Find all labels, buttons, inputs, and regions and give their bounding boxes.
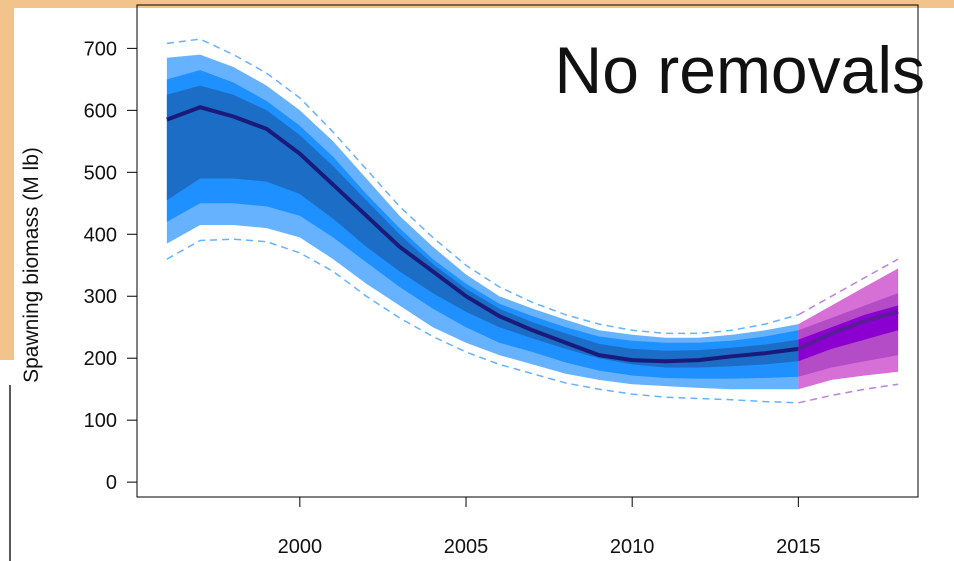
x-tick-label: 2005 xyxy=(444,536,489,558)
x-tick-label: 2000 xyxy=(278,536,323,558)
interval-band xyxy=(166,54,799,390)
y-tick-label: 300 xyxy=(84,286,117,308)
median-line xyxy=(166,105,799,364)
y-tick-label: 0 xyxy=(106,472,117,494)
plot: 0 100 200 300 400 500 600 700 2000 2005 2010 2015 xyxy=(84,4,919,558)
y-tick-label: 600 xyxy=(84,100,117,122)
x-tick-label: 2010 xyxy=(610,536,655,558)
x-tick-label: 2015 xyxy=(776,536,821,558)
interval-bound xyxy=(798,383,899,404)
plot-frame xyxy=(136,4,919,498)
interval-bound xyxy=(166,38,799,335)
y-tick-label: 400 xyxy=(84,224,117,246)
y-tick-label: 700 xyxy=(84,38,117,60)
chart-background xyxy=(0,360,14,561)
y-tick-label: 200 xyxy=(84,348,117,370)
y-tick-label: 100 xyxy=(84,410,117,432)
y-tick-label: 500 xyxy=(84,162,117,184)
annotation: No removals xyxy=(555,33,925,107)
interval-bound xyxy=(166,238,799,404)
median-line xyxy=(797,309,899,351)
y-axis-label: Spawning biomass (M lb) xyxy=(20,147,43,383)
